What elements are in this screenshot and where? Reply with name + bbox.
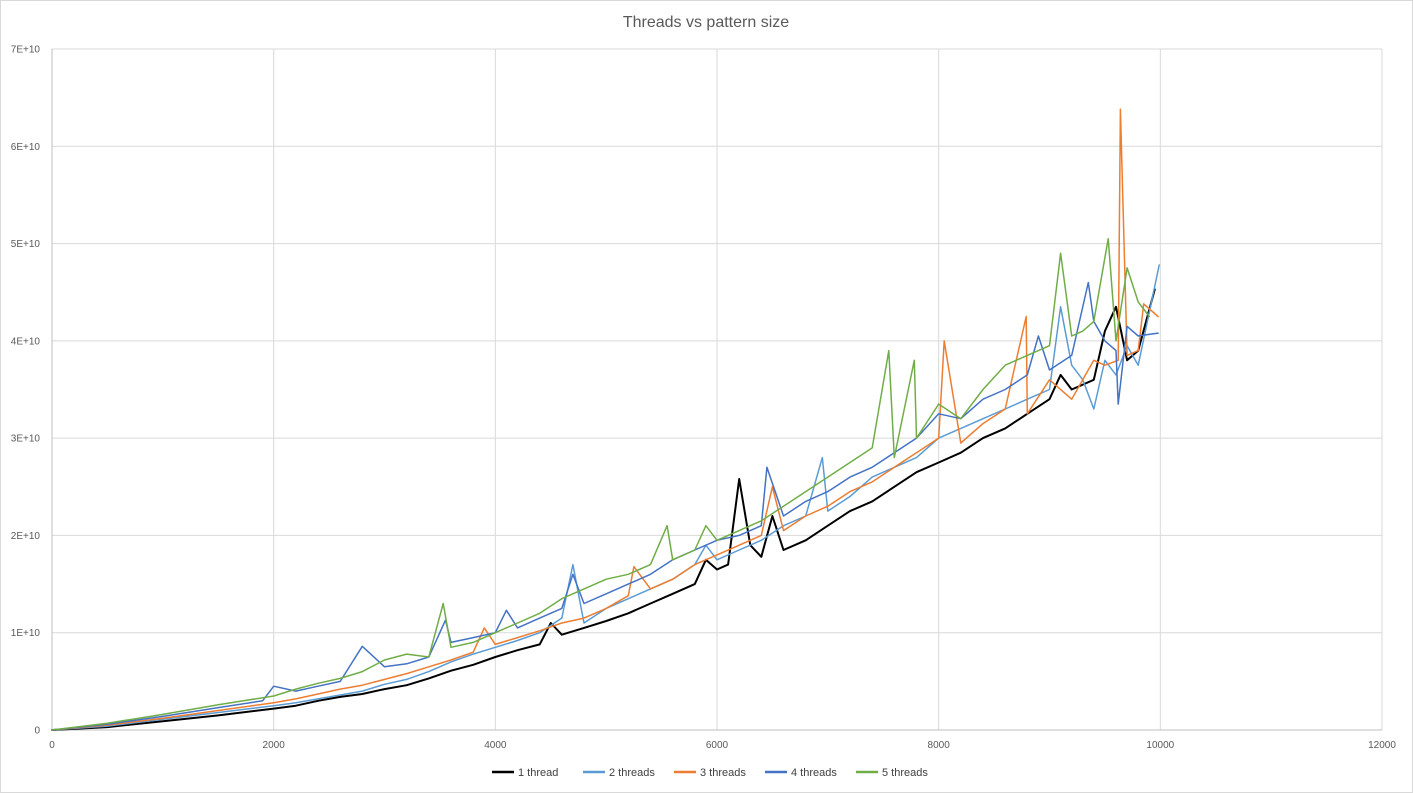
y-tick-label: 5E+10 [11, 239, 41, 250]
legend-label: 1 thread [518, 767, 558, 779]
series-line-3 [51, 108, 1159, 731]
legend-label: 5 threads [882, 767, 928, 779]
x-tick-label: 10000 [1146, 740, 1174, 751]
axes: 0 1E+10 2E+10 3E+10 4E+10 5E+10 6E+10 7E+10 0 200… [11, 45, 1397, 752]
legend-label: 3 threads [700, 767, 746, 779]
y-tick-label: 0 [34, 726, 40, 737]
legend-entry: 1 thread [492, 767, 558, 779]
series-line-1 [51, 288, 1156, 731]
gridlines [52, 48, 1383, 730]
y-tick-label: 3E+10 [11, 434, 41, 445]
legend-entry: 2 threads [583, 767, 655, 779]
series-line-5 [51, 237, 1151, 731]
legend-label: 2 threads [609, 767, 655, 779]
legend-entry: 3 threads [674, 767, 746, 779]
legend-entry: 4 threads [765, 767, 837, 779]
x-tick-label: 6000 [706, 740, 729, 751]
legend: 1 thread 2 threads 3 threads 4 threads 5 thr… [492, 767, 928, 779]
y-tick-label: 2E+10 [11, 531, 41, 542]
legend-entry: 5 threads [856, 767, 928, 779]
y-tick-label: 4E+10 [11, 336, 41, 347]
y-tick-label: 1E+10 [11, 628, 41, 639]
y-tick-label: 6E+10 [11, 142, 41, 153]
legend-label: 4 threads [791, 767, 837, 779]
chart-title: Threads vs pattern size [623, 14, 789, 31]
y-tick-label: 7E+10 [11, 45, 41, 56]
series-line-2 [51, 264, 1160, 731]
x-tick-label: 12000 [1368, 740, 1396, 751]
series-lines [51, 108, 1160, 731]
x-tick-label: 8000 [928, 740, 951, 751]
x-tick-label: 0 [49, 740, 55, 751]
x-tick-label: 4000 [484, 740, 507, 751]
x-tick-label: 2000 [263, 740, 286, 751]
